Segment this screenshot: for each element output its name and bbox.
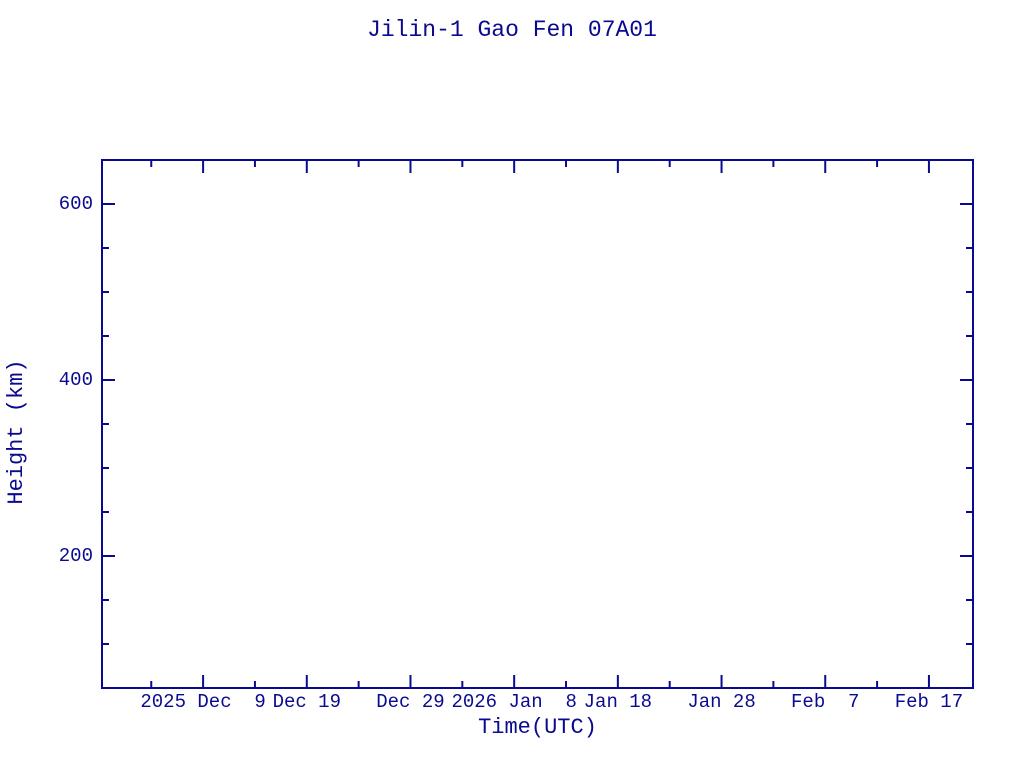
x-tick-label: Dec 19: [272, 691, 341, 713]
y-tick-label: 600: [58, 193, 93, 215]
y-tick-label: 200: [58, 545, 93, 567]
x-tick-label: 2025 Dec 9: [140, 691, 266, 713]
x-tick-label: Feb 7: [791, 691, 860, 713]
x-tick-label: Feb 17: [894, 691, 964, 713]
x-tick-label: Dec 29: [376, 691, 445, 713]
x-tick-label: Jan 18: [583, 691, 653, 713]
y-tick-label: 400: [58, 369, 93, 391]
x-axis-title: Time(UTC): [478, 715, 597, 740]
plot-frame: [101, 159, 974, 689]
x-tick-label: Jan 28: [687, 691, 756, 713]
chart-title: Jilin-1 Gao Fen 07A01: [367, 17, 657, 43]
x-tick-label: 2026 Jan 8: [451, 691, 577, 713]
